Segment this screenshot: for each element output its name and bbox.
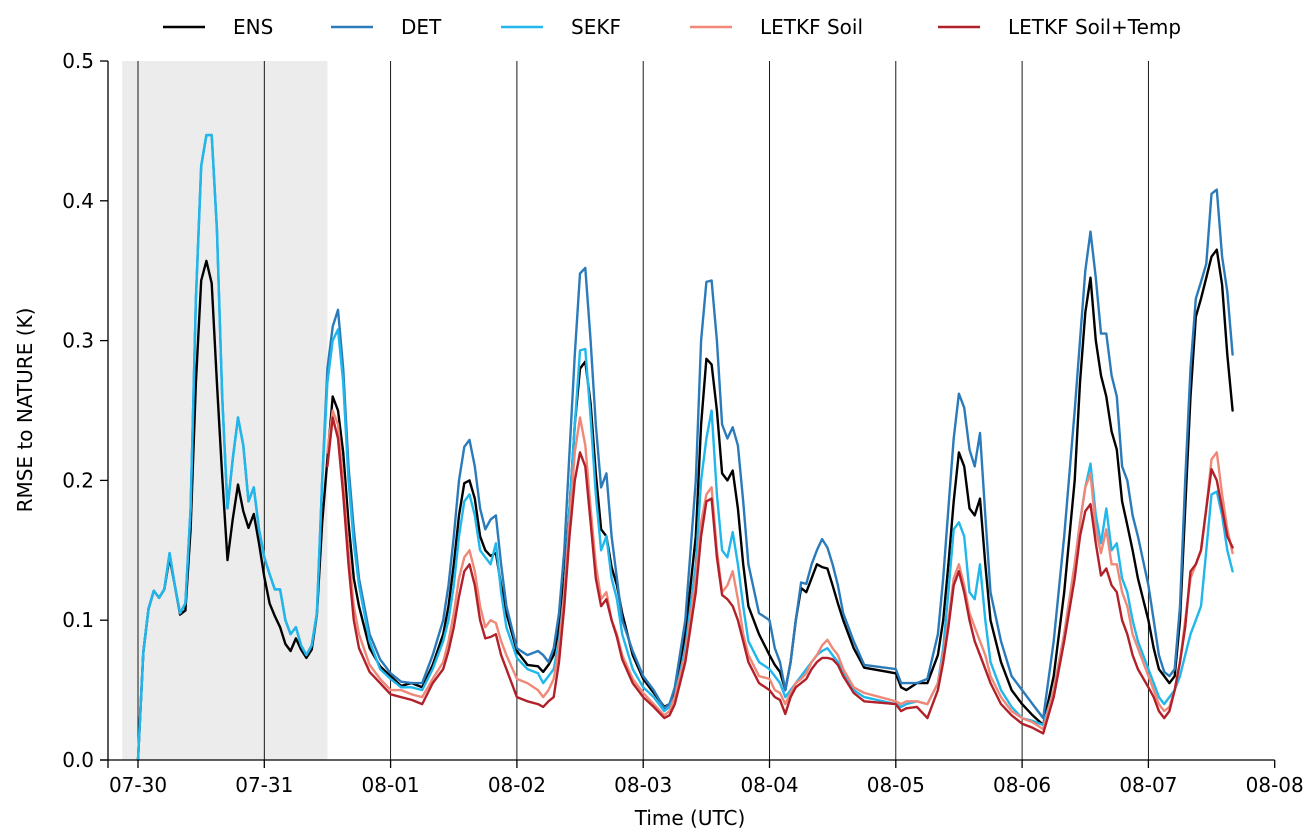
x-tick-label: 08-03 xyxy=(614,773,672,797)
x-tick-label: 08-01 xyxy=(362,773,420,797)
x-tick-label: 08-04 xyxy=(740,773,798,797)
y-tick-label: 0.2 xyxy=(62,468,94,492)
x-axis-ticks: 07-30 07-31 08-01 08-02 08-03 08-04 08-05 08-06… xyxy=(109,760,1304,797)
x-axis-label: Time (UTC) xyxy=(634,806,746,830)
legend-label-ens: ENS xyxy=(233,15,273,39)
series-line-letkf-soil-temp xyxy=(326,416,1234,735)
y-tick-label: 0.5 xyxy=(62,49,94,73)
y-tick-label: 0.4 xyxy=(62,189,94,213)
x-tick-label: 08-08 xyxy=(1246,773,1304,797)
x-tick-label: 07-30 xyxy=(109,773,167,797)
spinup-shading xyxy=(122,61,328,760)
legend-label-det: DET xyxy=(401,15,442,39)
x-tick-label: 08-06 xyxy=(993,773,1051,797)
x-tick-label: 08-02 xyxy=(488,773,546,797)
x-tick-label: 08-07 xyxy=(1119,773,1177,797)
series-line-letkf-soil xyxy=(326,409,1234,731)
y-axis-label: RMSE to NATURE (K) xyxy=(13,308,37,513)
legend-label-sekf: SEKF xyxy=(571,15,621,39)
legend-label-letkf-soil: LETKF Soil xyxy=(760,15,863,39)
y-tick-label: 0.3 xyxy=(62,329,94,353)
series-lines xyxy=(136,133,1234,762)
y-tick-label: 0.1 xyxy=(62,608,94,632)
day-gridlines xyxy=(137,61,1149,760)
y-tick-label: 0.0 xyxy=(62,748,94,772)
axes xyxy=(100,61,1275,768)
x-tick-label: 07-31 xyxy=(235,773,293,797)
y-axis-ticks: 0.0 0.1 0.2 0.3 0.4 0.5 xyxy=(62,49,108,772)
legend-label-letkf-soil-temp: LETKF Soil+Temp xyxy=(1008,15,1181,39)
legend: ENS DET SEKF LETKF Soil LETKF Soil+Temp xyxy=(163,15,1181,39)
x-tick-label: 08-05 xyxy=(867,773,925,797)
